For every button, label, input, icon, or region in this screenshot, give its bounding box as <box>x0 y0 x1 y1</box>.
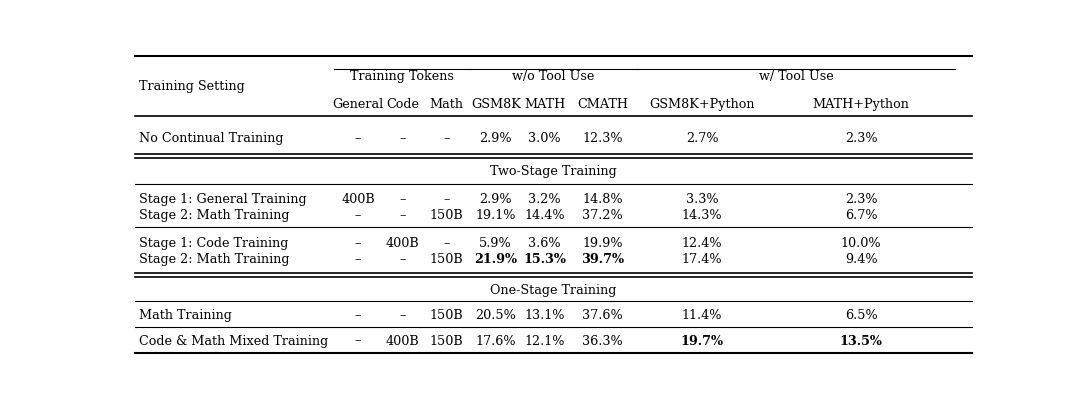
Text: 11.4%: 11.4% <box>681 309 723 322</box>
Text: 150B: 150B <box>430 309 463 322</box>
Text: 3.2%: 3.2% <box>528 193 561 206</box>
Text: –: – <box>355 252 361 265</box>
Text: 19.1%: 19.1% <box>475 208 516 221</box>
Text: 400B: 400B <box>341 193 375 206</box>
Text: 14.3%: 14.3% <box>681 208 723 221</box>
Text: 400B: 400B <box>386 236 420 249</box>
Text: Math: Math <box>430 98 463 111</box>
Text: w/ Tool Use: w/ Tool Use <box>759 70 834 83</box>
Text: –: – <box>355 132 361 145</box>
Text: Stage 1: General Training: Stage 1: General Training <box>139 193 307 206</box>
Text: Stage 2: Math Training: Stage 2: Math Training <box>139 208 289 221</box>
Text: –: – <box>400 193 406 206</box>
Text: GSM8K+Python: GSM8K+Python <box>649 98 755 111</box>
Text: 37.2%: 37.2% <box>582 208 623 221</box>
Text: 3.3%: 3.3% <box>686 193 718 206</box>
Text: –: – <box>400 132 406 145</box>
Text: 13.1%: 13.1% <box>525 309 565 322</box>
Text: 14.8%: 14.8% <box>582 193 623 206</box>
Text: 17.6%: 17.6% <box>475 334 516 347</box>
Text: 15.3%: 15.3% <box>524 252 566 265</box>
Text: 37.6%: 37.6% <box>582 309 623 322</box>
Text: Two-Stage Training: Two-Stage Training <box>490 165 617 178</box>
Text: 39.7%: 39.7% <box>581 252 624 265</box>
Text: 17.4%: 17.4% <box>681 252 723 265</box>
Text: –: – <box>444 132 450 145</box>
Text: –: – <box>444 236 450 249</box>
Text: One-Stage Training: One-Stage Training <box>490 283 617 296</box>
Text: 5.9%: 5.9% <box>480 236 512 249</box>
Text: 2.3%: 2.3% <box>845 193 877 206</box>
Text: 6.7%: 6.7% <box>845 208 877 221</box>
Text: 10.0%: 10.0% <box>841 236 881 249</box>
Text: 12.4%: 12.4% <box>681 236 723 249</box>
Text: 19.9%: 19.9% <box>582 236 623 249</box>
Text: Training Tokens: Training Tokens <box>350 70 454 83</box>
Text: –: – <box>355 309 361 322</box>
Text: –: – <box>355 334 361 347</box>
Text: 12.3%: 12.3% <box>582 132 623 145</box>
Text: –: – <box>355 208 361 221</box>
Text: MATH+Python: MATH+Python <box>812 98 909 111</box>
Text: –: – <box>400 208 406 221</box>
Text: –: – <box>400 309 406 322</box>
Text: 2.9%: 2.9% <box>480 193 512 206</box>
Text: MATH: MATH <box>524 98 565 111</box>
Text: 12.1%: 12.1% <box>525 334 565 347</box>
Text: 13.5%: 13.5% <box>839 334 882 347</box>
Text: Code: Code <box>387 98 419 111</box>
Text: 6.5%: 6.5% <box>845 309 877 322</box>
Text: General: General <box>333 98 383 111</box>
Text: –: – <box>355 236 361 249</box>
Text: 20.5%: 20.5% <box>475 309 516 322</box>
Text: 19.7%: 19.7% <box>680 334 724 347</box>
Text: 400B: 400B <box>386 334 420 347</box>
Text: –: – <box>444 193 450 206</box>
Text: 14.4%: 14.4% <box>525 208 565 221</box>
Text: 2.3%: 2.3% <box>845 132 877 145</box>
Text: –: – <box>400 252 406 265</box>
Text: Code & Math Mixed Training: Code & Math Mixed Training <box>139 334 328 347</box>
Text: 3.0%: 3.0% <box>528 132 561 145</box>
Text: 2.7%: 2.7% <box>686 132 718 145</box>
Text: Training Setting: Training Setting <box>139 80 245 93</box>
Text: 2.9%: 2.9% <box>480 132 512 145</box>
Text: No Continual Training: No Continual Training <box>139 132 284 145</box>
Text: 36.3%: 36.3% <box>582 334 623 347</box>
Text: Math Training: Math Training <box>139 309 232 322</box>
Text: GSM8K: GSM8K <box>471 98 521 111</box>
Text: 21.9%: 21.9% <box>474 252 517 265</box>
Text: Stage 2: Math Training: Stage 2: Math Training <box>139 252 289 265</box>
Text: 150B: 150B <box>430 208 463 221</box>
Text: Stage 1: Code Training: Stage 1: Code Training <box>139 236 288 249</box>
Text: 3.6%: 3.6% <box>528 236 561 249</box>
Text: 150B: 150B <box>430 334 463 347</box>
Text: CMATH: CMATH <box>577 98 627 111</box>
Text: 150B: 150B <box>430 252 463 265</box>
Text: w/o Tool Use: w/o Tool Use <box>512 70 595 83</box>
Text: 9.4%: 9.4% <box>845 252 877 265</box>
